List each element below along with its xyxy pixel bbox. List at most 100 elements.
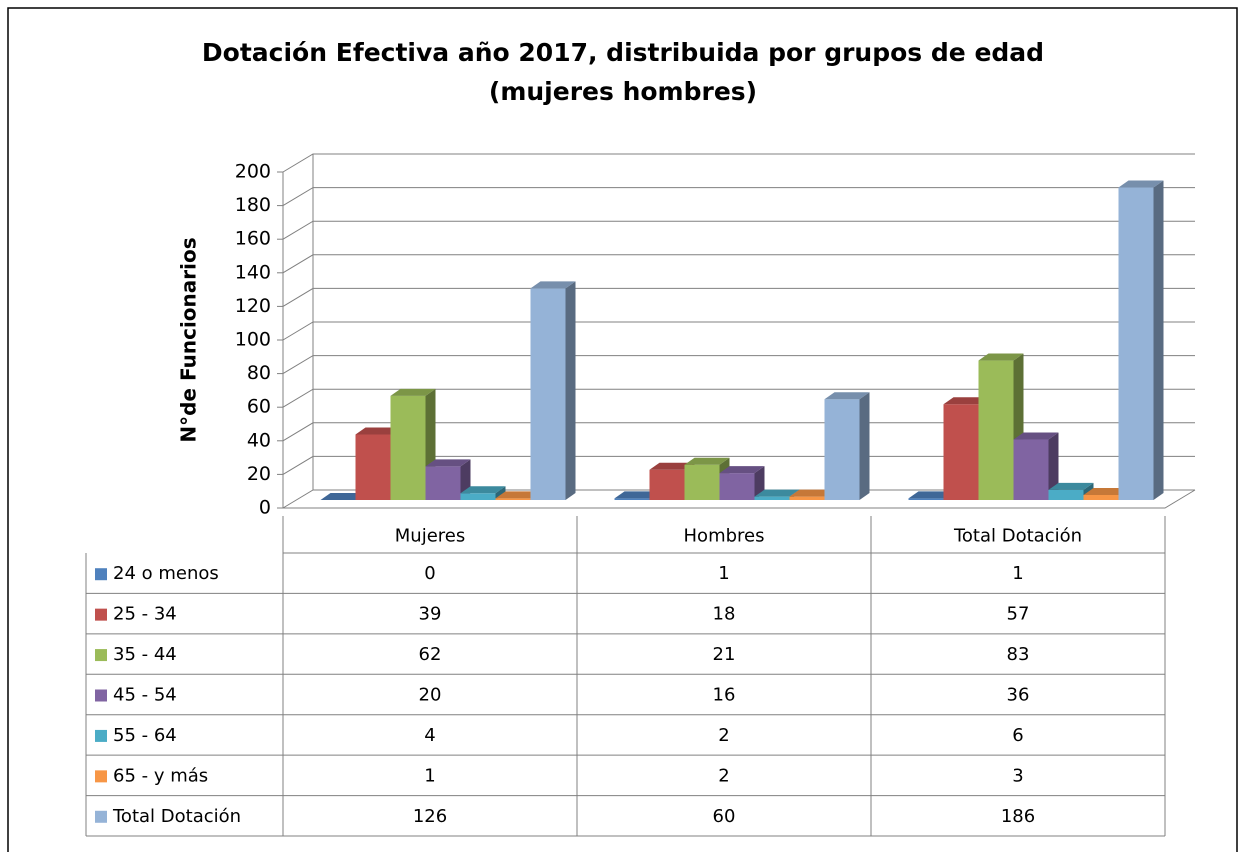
bar-top xyxy=(1013,432,1059,440)
y-tick-label: 180 xyxy=(235,194,271,216)
bar-top xyxy=(425,459,471,467)
bar-top xyxy=(719,466,765,474)
table-value: 3 xyxy=(1012,765,1023,786)
table-value: 1 xyxy=(718,563,729,584)
bar xyxy=(1048,489,1084,500)
bar-top xyxy=(754,489,800,497)
legend-swatch xyxy=(95,689,107,702)
table-value: 60 xyxy=(713,806,736,827)
grid-line xyxy=(282,187,1195,207)
table-value: 126 xyxy=(413,806,447,827)
grid-line xyxy=(282,321,1195,341)
table-value: 20 xyxy=(419,685,442,706)
table-value: 21 xyxy=(713,644,736,665)
grid-line xyxy=(282,153,1195,173)
chart-frame xyxy=(7,7,1238,852)
y-axis-label: N°de Funcionarios xyxy=(177,237,201,442)
legend-swatch xyxy=(95,729,107,742)
bar-side xyxy=(1048,432,1059,500)
bar xyxy=(824,399,860,500)
table-value: 6 xyxy=(1012,725,1023,746)
table-value: 83 xyxy=(1007,644,1030,665)
bar-side xyxy=(859,392,870,500)
y-tick-label: 140 xyxy=(235,261,271,283)
grid-line xyxy=(282,422,1195,442)
legend-label: 55 - 64 xyxy=(113,725,177,746)
y-tick-label: 60 xyxy=(247,396,271,418)
table-value: 1 xyxy=(1012,563,1023,584)
bar xyxy=(754,496,790,500)
bar-side xyxy=(565,281,576,500)
grid-line xyxy=(282,254,1195,274)
legend-swatch xyxy=(95,770,107,783)
bar-top xyxy=(908,491,954,499)
table-value: 4 xyxy=(424,725,435,746)
bar-top xyxy=(530,281,576,289)
legend-label: 25 - 34 xyxy=(113,604,177,625)
y-tick-label: 160 xyxy=(235,228,271,250)
legend-swatch xyxy=(95,568,107,581)
x-tick-label: Mujeres xyxy=(395,526,465,547)
y-tick-label: 100 xyxy=(235,329,271,351)
table-value: 62 xyxy=(419,644,442,665)
grid-line xyxy=(282,355,1195,375)
bar xyxy=(425,466,461,500)
chart-subtitle: (mujeres hombres) xyxy=(489,77,757,106)
table-value: 36 xyxy=(1007,685,1030,706)
legend-label: 24 o menos xyxy=(113,563,219,584)
bar xyxy=(460,493,496,500)
bar-top xyxy=(390,388,436,396)
bar-top xyxy=(789,489,835,497)
bar-top xyxy=(614,491,660,499)
bar-side xyxy=(1153,180,1164,500)
grid-line xyxy=(282,287,1195,307)
x-tick-label: Total Dotación xyxy=(953,526,1082,547)
floor xyxy=(283,489,1196,509)
grid-line xyxy=(282,489,1195,509)
bar xyxy=(1013,439,1049,500)
bar xyxy=(943,404,979,500)
bar-top xyxy=(320,493,366,500)
bar xyxy=(719,473,755,500)
table-value: 57 xyxy=(1007,604,1030,625)
legend-swatch xyxy=(95,810,107,823)
table-value: 0 xyxy=(424,563,435,584)
bar xyxy=(1118,187,1154,500)
y-tick-label: 200 xyxy=(235,161,271,183)
bar xyxy=(614,498,650,500)
legend-label: 45 - 54 xyxy=(113,685,177,706)
bar xyxy=(649,469,685,500)
bar xyxy=(495,498,531,500)
chart-title: Dotación Efectiva año 2017, distribuida … xyxy=(202,38,1044,67)
table-value: 2 xyxy=(718,765,729,786)
bar-top xyxy=(460,486,506,494)
grid-line xyxy=(282,220,1195,240)
table-value: 18 xyxy=(713,604,736,625)
bar-top xyxy=(943,397,989,405)
legend-swatch xyxy=(95,608,107,621)
bar-top xyxy=(495,491,541,499)
y-tick-label: 20 xyxy=(247,463,271,485)
bar-top xyxy=(649,462,695,470)
y-tick-label: 120 xyxy=(235,295,271,317)
bar xyxy=(978,360,1014,500)
legend-label: Total Dotación xyxy=(112,806,241,827)
bar-top xyxy=(684,457,730,465)
bar-top xyxy=(978,353,1024,361)
bar-top xyxy=(1118,180,1164,188)
bar xyxy=(908,498,944,500)
grid-line xyxy=(282,455,1195,475)
legend-label: 65 - y más xyxy=(113,765,208,786)
table-value: 1 xyxy=(424,765,435,786)
bar xyxy=(390,395,426,500)
bar xyxy=(1083,494,1119,500)
legend-label: 35 - 44 xyxy=(113,644,177,665)
bar-top xyxy=(355,427,401,435)
y-tick-label: 80 xyxy=(247,362,271,384)
bar xyxy=(355,434,391,500)
table-value: 2 xyxy=(718,725,729,746)
bar xyxy=(684,464,720,500)
bar-top xyxy=(1083,487,1129,495)
grid-line xyxy=(282,388,1195,408)
